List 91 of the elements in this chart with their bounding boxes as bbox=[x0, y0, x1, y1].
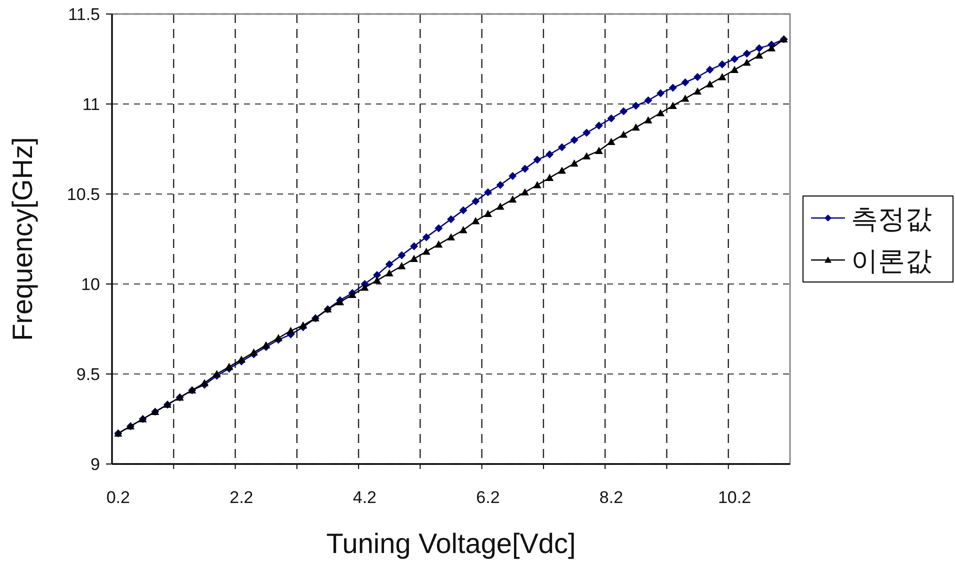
point bbox=[730, 66, 739, 73]
point bbox=[730, 55, 739, 63]
point bbox=[607, 114, 616, 122]
point bbox=[447, 215, 455, 224]
point bbox=[644, 116, 652, 124]
point bbox=[212, 370, 221, 378]
point bbox=[459, 206, 468, 214]
point bbox=[520, 188, 529, 196]
point bbox=[434, 240, 443, 248]
point bbox=[286, 326, 295, 334]
point bbox=[582, 128, 591, 137]
x-tick-label: 4.2 bbox=[352, 488, 377, 507]
point bbox=[656, 89, 665, 98]
point bbox=[607, 138, 616, 145]
point bbox=[200, 379, 208, 386]
point bbox=[742, 58, 751, 66]
x-tick-label: 2.2 bbox=[230, 488, 254, 507]
point bbox=[694, 87, 702, 95]
x-axis-title: Tuning Voltage[Vdc] bbox=[326, 528, 576, 559]
point bbox=[385, 260, 394, 268]
point bbox=[706, 80, 714, 88]
point bbox=[546, 174, 554, 181]
point bbox=[274, 334, 282, 342]
legend-label: 이론값 bbox=[851, 246, 932, 276]
point bbox=[472, 217, 480, 224]
point bbox=[434, 224, 443, 232]
point bbox=[632, 102, 640, 110]
x-tick-label: 6.2 bbox=[476, 488, 500, 507]
y-tick-label: 10.5 bbox=[66, 185, 100, 204]
point bbox=[755, 51, 764, 59]
point bbox=[582, 152, 591, 160]
point bbox=[373, 276, 382, 284]
point bbox=[472, 197, 480, 206]
point bbox=[742, 50, 751, 58]
point bbox=[620, 130, 628, 138]
point bbox=[768, 44, 776, 52]
y-tick-label: 10 bbox=[81, 275, 100, 294]
point bbox=[299, 321, 308, 329]
point bbox=[398, 251, 406, 260]
point bbox=[656, 109, 665, 116]
point bbox=[755, 44, 764, 52]
y-tick-label: 9.5 bbox=[76, 365, 100, 384]
point bbox=[398, 262, 406, 270]
legend-label: 측정값 bbox=[851, 204, 932, 234]
point bbox=[410, 254, 418, 262]
point bbox=[447, 233, 455, 240]
point bbox=[558, 143, 566, 152]
point bbox=[694, 73, 702, 81]
point bbox=[422, 248, 430, 255]
point bbox=[484, 188, 492, 196]
point bbox=[668, 102, 677, 109]
x-tick-label: 0.2 bbox=[106, 488, 130, 507]
point bbox=[718, 73, 726, 80]
point bbox=[496, 202, 504, 210]
point bbox=[706, 66, 714, 74]
point bbox=[496, 181, 504, 189]
point bbox=[262, 341, 270, 348]
point bbox=[484, 210, 492, 217]
x-tick-label: 8.2 bbox=[599, 488, 624, 507]
point bbox=[533, 156, 542, 164]
point bbox=[681, 94, 690, 102]
point bbox=[718, 60, 726, 68]
point bbox=[360, 284, 369, 291]
point bbox=[459, 226, 468, 234]
x-tick-label: 10.2 bbox=[718, 488, 752, 507]
point bbox=[668, 84, 677, 92]
point bbox=[373, 271, 382, 279]
point bbox=[546, 150, 554, 158]
point bbox=[681, 78, 690, 86]
y-tick-label: 11.5 bbox=[68, 5, 100, 24]
point bbox=[644, 96, 652, 104]
point bbox=[533, 181, 542, 188]
point bbox=[225, 362, 234, 370]
point bbox=[508, 172, 517, 180]
point bbox=[250, 348, 258, 356]
point bbox=[410, 242, 418, 250]
point bbox=[570, 136, 578, 144]
point bbox=[520, 164, 529, 173]
point bbox=[594, 146, 603, 154]
point bbox=[508, 195, 517, 203]
point bbox=[620, 107, 628, 116]
y-tick-label: 9 bbox=[90, 455, 100, 474]
point bbox=[632, 123, 640, 131]
point bbox=[558, 166, 566, 174]
y-axis-title: Frequency[GHz] bbox=[7, 137, 38, 341]
point bbox=[594, 122, 603, 130]
point bbox=[385, 269, 394, 276]
y-tick-label: 11 bbox=[82, 95, 100, 114]
point bbox=[570, 159, 578, 167]
point bbox=[422, 233, 430, 242]
point bbox=[237, 356, 246, 363]
